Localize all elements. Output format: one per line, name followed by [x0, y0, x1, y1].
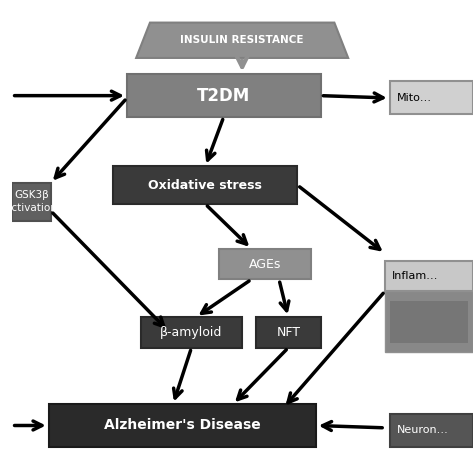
FancyBboxPatch shape: [385, 261, 473, 291]
FancyBboxPatch shape: [141, 317, 242, 348]
Text: GSK3β
activation: GSK3β activation: [5, 191, 57, 213]
FancyBboxPatch shape: [127, 74, 320, 117]
FancyBboxPatch shape: [49, 404, 316, 447]
FancyBboxPatch shape: [390, 82, 473, 115]
FancyBboxPatch shape: [12, 183, 51, 220]
Text: AGEs: AGEs: [249, 257, 282, 271]
Text: T2DM: T2DM: [197, 87, 250, 105]
Text: Inflam…: Inflam…: [392, 271, 438, 281]
Polygon shape: [136, 23, 348, 58]
Text: Neuron…: Neuron…: [397, 425, 448, 435]
FancyBboxPatch shape: [113, 166, 298, 204]
Text: INSULIN RESISTANCE: INSULIN RESISTANCE: [181, 35, 304, 45]
FancyBboxPatch shape: [390, 414, 473, 447]
Text: β-amyloid: β-amyloid: [160, 326, 223, 339]
Text: Alzheimer's Disease: Alzheimer's Disease: [104, 419, 261, 432]
FancyBboxPatch shape: [256, 317, 320, 348]
Text: Mito…: Mito…: [397, 93, 431, 103]
FancyBboxPatch shape: [385, 291, 473, 353]
FancyBboxPatch shape: [390, 301, 468, 343]
Text: NFT: NFT: [276, 326, 300, 339]
FancyBboxPatch shape: [219, 249, 311, 279]
Text: Oxidative stress: Oxidative stress: [148, 179, 262, 191]
